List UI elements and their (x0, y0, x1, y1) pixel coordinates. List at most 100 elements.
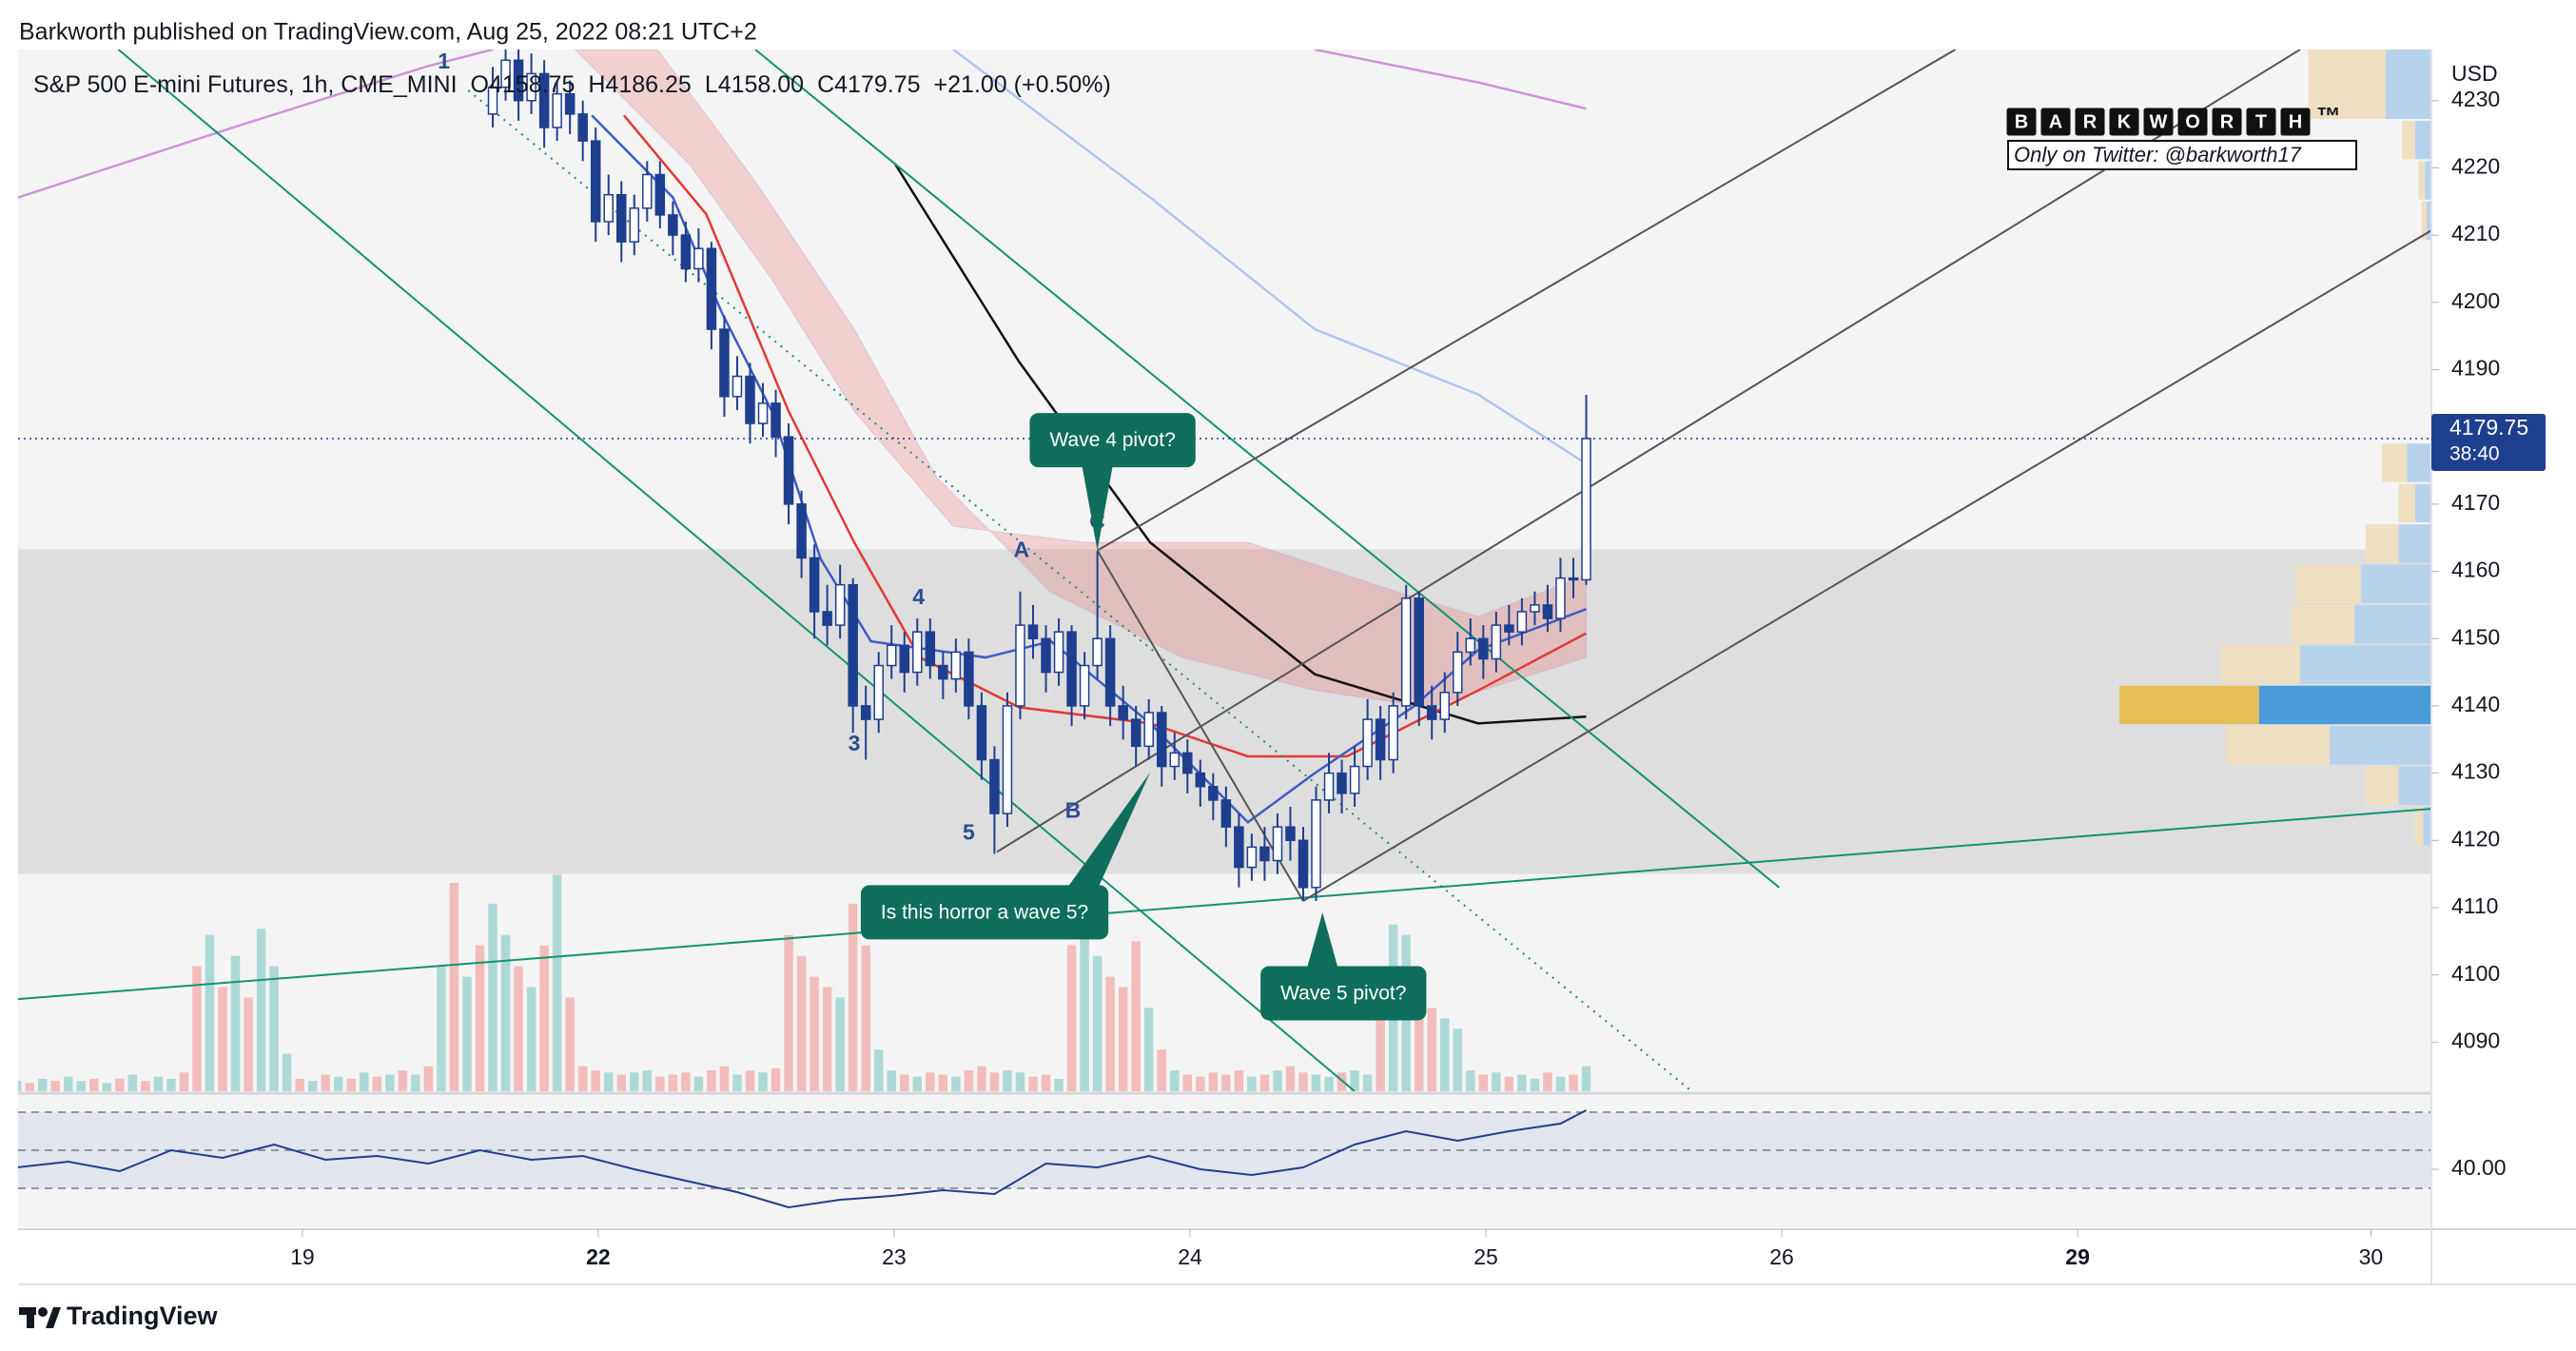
volume-bar (1041, 1074, 1051, 1091)
watermark-box (2040, 108, 2071, 136)
watermark-box (2246, 108, 2276, 136)
y-tick-label: 4150 (2451, 624, 2500, 649)
volume-bar (1273, 1070, 1282, 1091)
candle-body (538, 72, 550, 128)
price-plot (18, 49, 2431, 1091)
y-tick-label: 4120 (2451, 826, 2500, 851)
volume-bar (848, 903, 858, 1091)
volume-bar (1581, 1066, 1591, 1091)
trendline (467, 89, 1693, 1091)
volume-bar (951, 1076, 961, 1091)
legend-low: L4158.00 (705, 71, 804, 98)
profile-down (2119, 685, 2259, 725)
volume-bar (1208, 1072, 1219, 1091)
candle-body (732, 375, 743, 398)
candle-body (1375, 718, 1386, 761)
x-tick-label: 26 (1769, 1244, 1794, 1269)
volume-bar (1003, 1070, 1012, 1091)
volume-bar (1259, 1074, 1270, 1091)
candle-body (938, 664, 948, 680)
candle-body (1337, 772, 1347, 794)
profile-down (2365, 766, 2399, 805)
candle-body (1104, 637, 1116, 707)
volume-bar (1285, 1066, 1296, 1091)
volume-bar (989, 1072, 1000, 1091)
volume-bar (475, 945, 485, 1091)
price-tag (2431, 413, 2546, 471)
trendline (996, 49, 2301, 853)
legend: S&P 500 E-mini Futures, 1h, CME_MINI O415… (33, 71, 1111, 98)
volume-bar (745, 1070, 755, 1091)
candle-body (912, 631, 923, 674)
candle-body (976, 705, 987, 761)
candle-body (1516, 611, 1528, 633)
volume-bar (1080, 924, 1089, 1091)
x-tick-label: 30 (2359, 1244, 2384, 1269)
candle-body (719, 328, 730, 398)
volume-bar (707, 1070, 716, 1091)
candle-body (1504, 624, 1514, 633)
profile-up (2398, 524, 2431, 563)
profile-down (2418, 161, 2426, 200)
volume-bar (76, 1081, 86, 1091)
candle-body (577, 113, 588, 142)
volume-bar (1466, 1070, 1475, 1091)
profile-up (2425, 161, 2431, 200)
volume-bar (1105, 976, 1115, 1091)
volume-bar (205, 934, 215, 1091)
volume-bar (1221, 1074, 1231, 1091)
trendline (117, 49, 1356, 1091)
volume-bar (758, 1072, 768, 1091)
volume-bar (141, 1081, 150, 1091)
candle-body (1453, 651, 1463, 694)
profile-down (2308, 49, 2386, 119)
volume-bar (256, 929, 266, 1091)
candle-body (809, 557, 820, 613)
volume-bar (437, 966, 446, 1091)
volume-bar (462, 976, 472, 1091)
volume-bar (37, 1078, 48, 1091)
watermark-letter: O (2185, 111, 2200, 132)
volume-bar (411, 1074, 420, 1091)
watermark-box (2075, 108, 2105, 136)
volume-bar (719, 1066, 730, 1091)
volume-bar (321, 1074, 330, 1091)
volume-bar (488, 903, 498, 1091)
watermark-box (2006, 108, 2037, 136)
volume-bar (539, 945, 549, 1091)
profile-down (2292, 604, 2354, 644)
wave-label: 1 (438, 49, 450, 73)
volume-bar (642, 1070, 653, 1091)
volume-bar (1054, 1078, 1064, 1091)
candle-body (1311, 799, 1321, 889)
candle-body (964, 651, 974, 707)
candle-body (1530, 604, 1540, 613)
candle-body (590, 140, 601, 223)
profile-up (2360, 564, 2431, 603)
rsi-band (18, 1112, 2431, 1188)
candle-body (1568, 577, 1579, 581)
candle-body (1220, 799, 1232, 828)
watermark-letter: B (2015, 111, 2028, 132)
volume-bar (179, 1072, 189, 1091)
volume-bar (1028, 1076, 1038, 1091)
profile-up (2385, 49, 2431, 119)
profile-down (2365, 524, 2399, 563)
volume-bar (912, 1076, 923, 1091)
overlay-layer: 1345ABCWave 4 pivot?Is this horror a wav… (438, 49, 2357, 1021)
volume-bar (1350, 1070, 1359, 1091)
candle-body (1555, 577, 1566, 619)
y-tick-label: 4200 (2451, 288, 2500, 313)
volume-bar (1182, 1074, 1193, 1091)
candle-body (848, 583, 858, 707)
candle-body (500, 59, 511, 88)
volume-bar (102, 1083, 112, 1091)
volume-bar (835, 997, 845, 1091)
profile-up (2299, 645, 2431, 684)
volume-bar (1427, 1008, 1436, 1091)
volume-bar (887, 1070, 896, 1091)
volume-bar (1066, 945, 1077, 1091)
candle-body (1041, 637, 1051, 674)
legend-high: H4186.25 (588, 71, 691, 98)
